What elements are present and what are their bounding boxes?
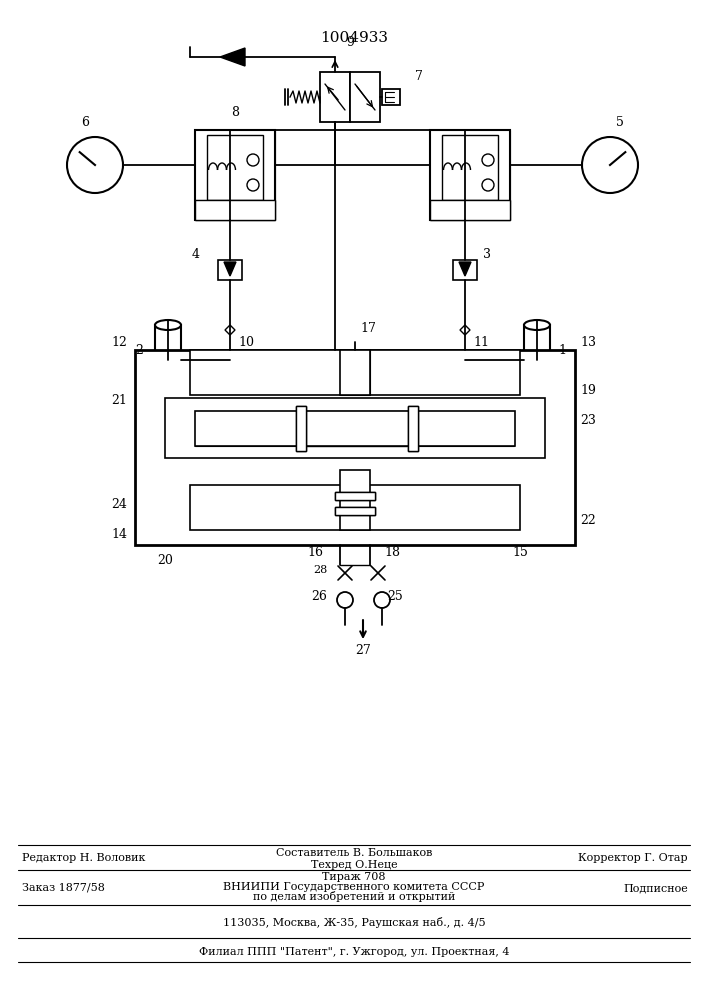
Circle shape [482, 179, 494, 191]
Bar [335, 492, 375, 500]
Bar [165, 398, 545, 458]
Bar [335, 507, 375, 515]
Bar [430, 200, 510, 220]
Text: 113035, Москва, Ж-35, Раушская наб., д. 4/5: 113035, Москва, Ж-35, Раушская наб., д. … [223, 916, 485, 928]
Circle shape [582, 137, 638, 193]
Bar [155, 325, 181, 380]
Text: Заказ 1877/58: Заказ 1877/58 [22, 883, 105, 893]
Text: Филиал ППП "Патент", г. Ужгород, ул. Проектная, 4: Филиал ППП "Патент", г. Ужгород, ул. Про… [199, 947, 509, 957]
Text: 26: 26 [311, 590, 327, 603]
Circle shape [247, 179, 259, 191]
Bar [218, 260, 242, 280]
Text: 12: 12 [111, 336, 127, 349]
Bar [350, 72, 380, 122]
Bar [296, 406, 306, 451]
Bar [340, 350, 370, 395]
Bar [335, 492, 375, 500]
Text: 13: 13 [580, 336, 596, 349]
Bar [195, 411, 515, 446]
Bar [195, 130, 275, 220]
Text: 10: 10 [238, 336, 254, 349]
Circle shape [247, 154, 259, 166]
Text: Составитель В. Большаков: Составитель В. Большаков [276, 848, 432, 858]
Bar [195, 200, 275, 220]
Bar [408, 411, 514, 446]
Ellipse shape [524, 320, 550, 330]
Text: 6: 6 [81, 116, 89, 129]
Text: 28: 28 [314, 565, 328, 575]
Circle shape [374, 592, 390, 608]
Bar [190, 350, 520, 395]
Bar [320, 72, 350, 122]
Text: 17: 17 [360, 322, 376, 334]
Text: 2: 2 [135, 344, 143, 357]
Text: 21: 21 [111, 393, 127, 406]
Text: 11: 11 [473, 336, 489, 349]
Text: 3: 3 [483, 248, 491, 261]
Text: 18: 18 [384, 546, 400, 560]
Polygon shape [225, 325, 235, 335]
Bar [408, 406, 418, 451]
Text: 25: 25 [387, 590, 403, 603]
Polygon shape [224, 262, 236, 276]
Polygon shape [460, 325, 470, 335]
Bar [524, 325, 550, 380]
Bar [442, 135, 498, 200]
Text: 19: 19 [580, 383, 596, 396]
Circle shape [337, 592, 353, 608]
Circle shape [482, 154, 494, 166]
Bar [190, 485, 520, 530]
Bar [335, 492, 375, 500]
Bar [195, 200, 275, 220]
Text: 22: 22 [580, 514, 596, 526]
Bar [335, 507, 375, 515]
Bar [195, 130, 275, 220]
Bar [408, 406, 418, 451]
Text: 14: 14 [111, 528, 127, 542]
Circle shape [67, 137, 123, 193]
Bar [430, 130, 510, 220]
Text: 20: 20 [157, 554, 173, 566]
Bar [430, 200, 510, 220]
Text: Тираж 708: Тираж 708 [322, 872, 386, 882]
Text: 1004933: 1004933 [320, 31, 388, 45]
Text: 15: 15 [512, 546, 528, 560]
Text: 4: 4 [192, 248, 200, 261]
Text: по делам изобретений и открытий: по делам изобретений и открытий [253, 892, 455, 902]
Ellipse shape [155, 320, 181, 330]
Text: ВНИИПИ Государственного комитета СССР: ВНИИПИ Государственного комитета СССР [223, 882, 485, 892]
Bar [340, 470, 370, 530]
Bar [207, 135, 263, 200]
Text: 23: 23 [580, 414, 596, 426]
Text: 9: 9 [346, 35, 354, 48]
Bar [135, 350, 575, 545]
Bar [340, 350, 370, 395]
Polygon shape [220, 48, 245, 66]
Text: 8: 8 [231, 105, 239, 118]
Bar [335, 507, 375, 515]
Bar [296, 406, 306, 451]
Text: Техред О.Неце: Техред О.Неце [310, 860, 397, 870]
Text: 27: 27 [355, 644, 371, 656]
Bar [430, 130, 510, 220]
Bar [296, 406, 306, 451]
Text: Редактор Н. Воловик: Редактор Н. Воловик [22, 853, 146, 863]
Text: 1: 1 [558, 344, 566, 357]
Text: 5: 5 [616, 116, 624, 129]
Text: Корректор Г. Отар: Корректор Г. Отар [578, 853, 688, 863]
Text: 24: 24 [111, 498, 127, 512]
Text: Подписное: Подписное [624, 883, 688, 893]
Text: 7: 7 [415, 70, 423, 84]
Bar [453, 260, 477, 280]
Bar [301, 411, 407, 446]
Bar [195, 411, 301, 446]
Bar [135, 350, 575, 545]
Bar [408, 406, 418, 451]
Polygon shape [459, 262, 471, 276]
Text: 16: 16 [307, 546, 323, 560]
Bar [382, 89, 400, 105]
